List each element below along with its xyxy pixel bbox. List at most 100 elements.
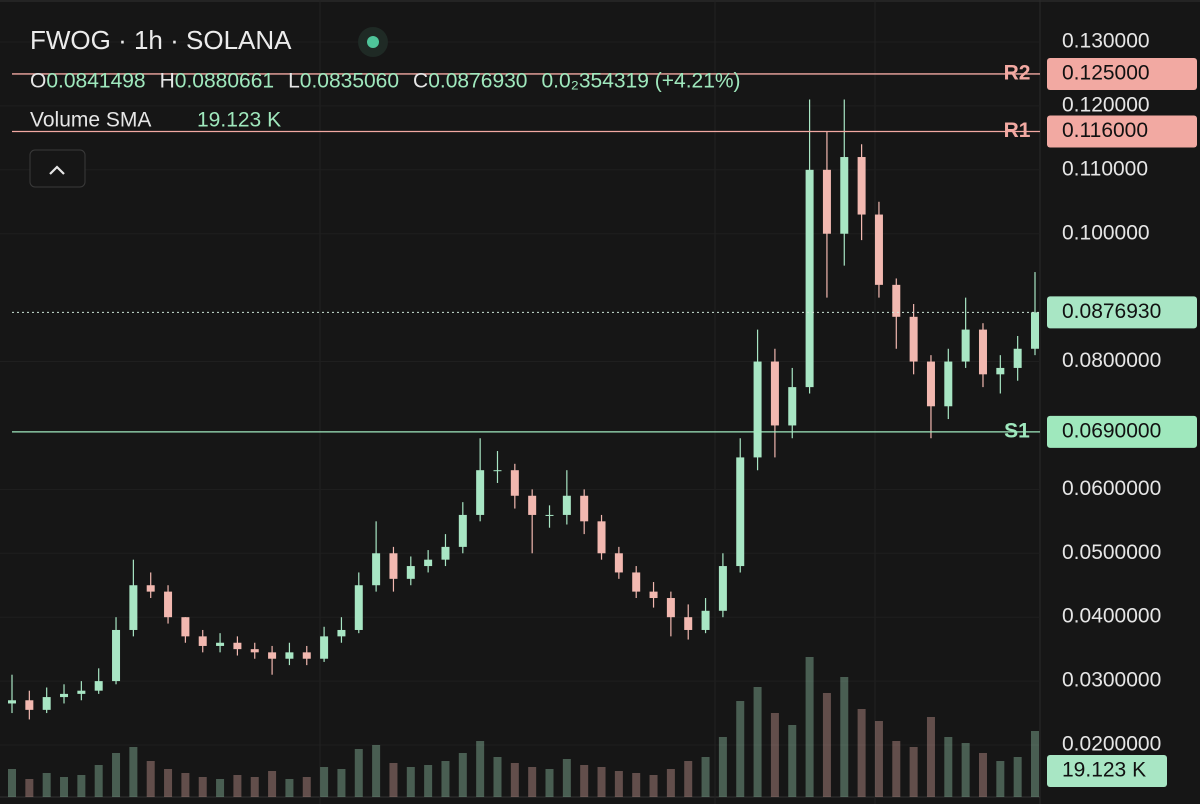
volume-bar bbox=[441, 761, 450, 797]
volume-bar bbox=[857, 709, 866, 797]
volume-bar bbox=[701, 757, 710, 797]
volume-sma-value: 19.123 K bbox=[197, 109, 281, 132]
candle-body bbox=[8, 700, 16, 704]
volume-bar bbox=[510, 763, 519, 797]
candle-body bbox=[649, 591, 658, 599]
level-tag bbox=[1047, 115, 1197, 148]
candle-body bbox=[233, 642, 242, 650]
candle-body bbox=[60, 693, 69, 698]
volume-bar bbox=[874, 721, 883, 797]
volume-bar bbox=[233, 775, 242, 797]
volume-bar bbox=[666, 769, 675, 797]
volume-bar bbox=[770, 713, 779, 797]
candle-body bbox=[632, 572, 641, 592]
candle-body bbox=[285, 652, 294, 659]
volume-bar bbox=[60, 777, 69, 797]
ohlc-value: 0.0880661 bbox=[175, 70, 274, 93]
candle-body bbox=[822, 169, 831, 234]
volume-bar bbox=[580, 765, 589, 797]
candle-body bbox=[614, 553, 623, 573]
ohlc-key: L bbox=[288, 70, 300, 93]
volume-bar bbox=[25, 779, 34, 797]
candle-body bbox=[788, 387, 797, 426]
volume-bar bbox=[996, 761, 1005, 797]
level-tag-label: 0.0690000 bbox=[1062, 419, 1161, 442]
volume-bar bbox=[198, 777, 207, 797]
y-tick-label: 0.0400000 bbox=[1062, 605, 1161, 628]
volume-bar bbox=[250, 777, 259, 797]
volume-bar bbox=[354, 749, 363, 797]
volume-bar bbox=[337, 769, 346, 797]
collapse-icon bbox=[49, 165, 65, 175]
candle-body bbox=[354, 585, 363, 630]
ohlc-value: 0.0841498 bbox=[46, 70, 145, 93]
candle-body bbox=[112, 629, 121, 682]
chart-title: FWOG · 1h · SOLANA bbox=[30, 25, 292, 55]
candle-body bbox=[701, 610, 710, 630]
last-price-label: 0.0876930 bbox=[1062, 300, 1161, 323]
y-tick-label: 0.0300000 bbox=[1062, 669, 1161, 692]
candle-body bbox=[320, 636, 329, 659]
candle-body bbox=[441, 546, 450, 560]
ohlc-value: 0.0876930 bbox=[428, 70, 527, 93]
volume-bar bbox=[268, 771, 277, 797]
candle-body bbox=[840, 157, 849, 234]
y-tick-label: 0.0600000 bbox=[1062, 477, 1161, 500]
volume-bar bbox=[302, 777, 311, 797]
volume-bar bbox=[476, 741, 485, 797]
y-tick-label: 0.0500000 bbox=[1062, 541, 1161, 564]
ohlc-key: C bbox=[413, 70, 428, 93]
level-name: S1 bbox=[1004, 419, 1030, 442]
candle-body bbox=[493, 470, 502, 472]
candle-body bbox=[528, 495, 537, 515]
y-tick-label: 0.120000 bbox=[1062, 93, 1150, 116]
ohlc-value: 0.0₂354319 (+4.21%) bbox=[542, 70, 741, 93]
volume-tag bbox=[1047, 755, 1167, 787]
volume-bar bbox=[164, 769, 173, 797]
candle-body bbox=[718, 566, 727, 611]
last-price-tag bbox=[1047, 296, 1197, 329]
candle-body bbox=[372, 553, 381, 586]
volume-bar bbox=[94, 765, 103, 797]
candle-body bbox=[42, 697, 51, 710]
volume-bar bbox=[424, 765, 433, 797]
candle-body bbox=[406, 566, 415, 579]
candle-body bbox=[181, 617, 190, 637]
candle-body bbox=[580, 495, 589, 522]
candle-body bbox=[268, 652, 277, 659]
volume-bar bbox=[788, 725, 797, 797]
volume-bar bbox=[8, 769, 16, 797]
y-tick-label: 0.0800000 bbox=[1062, 349, 1161, 372]
volume-bar bbox=[978, 753, 987, 797]
volume-bar bbox=[181, 773, 190, 797]
candle-body bbox=[216, 642, 225, 646]
candle-body bbox=[1013, 348, 1022, 368]
candle-body bbox=[94, 681, 103, 691]
volume-bar bbox=[614, 771, 623, 797]
y-tick-label: 0.130000 bbox=[1062, 30, 1150, 53]
candle-body bbox=[389, 553, 398, 579]
volume-bar bbox=[389, 763, 398, 797]
volume-bar bbox=[528, 767, 537, 797]
volume-bar bbox=[42, 773, 51, 797]
volume-bar bbox=[840, 677, 849, 797]
volume-bar bbox=[649, 775, 658, 797]
candle-body bbox=[424, 559, 433, 567]
volume-bar bbox=[822, 693, 831, 797]
candle-body bbox=[129, 585, 138, 630]
candle-body bbox=[25, 700, 34, 710]
volume-bar bbox=[406, 767, 415, 797]
candle-body bbox=[909, 316, 918, 362]
candle-body bbox=[684, 617, 693, 630]
volume-bar bbox=[597, 767, 606, 797]
volume-bar bbox=[129, 747, 138, 797]
level-tag bbox=[1047, 57, 1197, 90]
candle-body bbox=[545, 514, 554, 516]
candle-body bbox=[1031, 312, 1039, 349]
volume-bar bbox=[112, 753, 121, 797]
volume-bar bbox=[632, 773, 641, 797]
volume-bar bbox=[944, 737, 953, 797]
candle-body bbox=[164, 591, 173, 618]
candle-body bbox=[874, 214, 883, 285]
